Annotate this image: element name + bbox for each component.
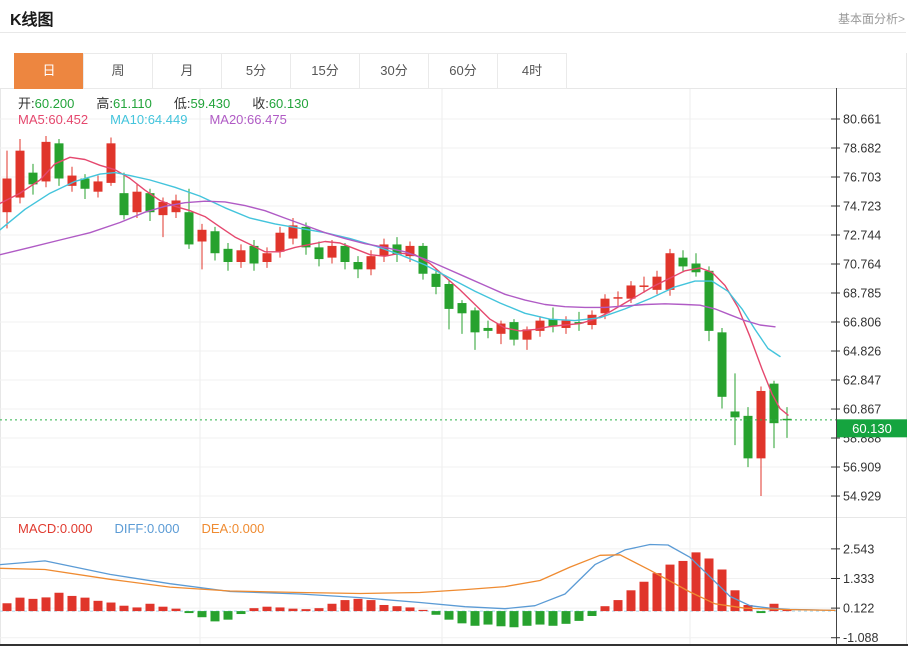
axis-tick-label: 54.929 [843, 490, 881, 504]
macd-item-2: DEA:0.000 [201, 521, 265, 536]
current-price-marker: 60.130 [0, 419, 907, 438]
axis-tick-label: 80.661 [843, 113, 881, 127]
ohlc-item-1: 高:61.110 [96, 96, 152, 111]
current-price-value: 60.130 [852, 421, 892, 436]
macd-info-row: MACD:0.000 DIFF:0.000 DEA:0.000 [18, 521, 286, 536]
tab-day[interactable]: 日 [14, 53, 84, 89]
macd-histogram [2, 552, 792, 628]
ohlc-info-row: 开:60.200 高:61.110 低:59.430 收:60.130 [18, 93, 331, 112]
macd-lines [0, 543, 836, 612]
ma-info-row: MA5:60.452 MA10:64.449 MA20:66.475 [18, 112, 309, 127]
tab-4hour[interactable]: 4时 [497, 53, 567, 89]
chart-frame [0, 53, 908, 646]
axis-tick-label: 62.847 [843, 374, 881, 388]
page-title: K线图 [10, 12, 54, 29]
axis-tick-label: 78.682 [843, 141, 881, 155]
axis-tick-label: 72.744 [843, 228, 881, 242]
timeframe-tabs: 日周月 5分 15分 30分 60分 4时 [14, 53, 567, 89]
ma-item-0: MA5:60.452 [18, 112, 89, 127]
axis-tick-label: -1.088 [843, 631, 878, 645]
ma-item-1: MA10:64.449 [110, 112, 188, 127]
ohlc-item-2: 低:59.430 [173, 96, 231, 111]
axis-tick-label: 1.333 [843, 572, 874, 586]
tab-15min[interactable]: 15分 [290, 53, 360, 89]
macd-item-0: MACD:0.000 [18, 521, 93, 536]
axis-tick-label: 64.826 [843, 345, 881, 359]
axis-tick-label: 70.764 [843, 258, 881, 272]
ma-lines [0, 156, 789, 416]
axis-tick-label: 2.543 [843, 542, 874, 556]
tab-month[interactable]: 月 [152, 53, 222, 89]
axis-tick-label: 60.867 [843, 403, 881, 417]
axis-tick-label: 66.806 [843, 316, 881, 330]
macd-item-1: DIFF:0.000 [114, 521, 180, 536]
tab-30min[interactable]: 30分 [359, 53, 429, 89]
tab-60min[interactable]: 60分 [428, 53, 498, 89]
tab-week[interactable]: 周 [83, 53, 153, 89]
fundamental-analysis-link[interactable]: 基本面分析> [837, 12, 905, 26]
axis-tick-label: 74.723 [843, 200, 881, 214]
ohlc-item-3: 收:60.130 [252, 96, 309, 111]
current-price-badge [837, 419, 907, 438]
axis-tick-label: 76.703 [843, 170, 881, 184]
axis-tick-label: 56.909 [843, 461, 881, 475]
header-divider [0, 32, 906, 33]
ma-item-2: MA20:66.475 [209, 112, 287, 127]
axis-tick-label: 0.122 [843, 602, 874, 616]
ohlc-item-0: 开:60.200 [18, 96, 75, 111]
price-axis: 80.661 78.682 76.703 74.723 72.744 70.764 68.7… [831, 88, 881, 645]
tab-5min[interactable]: 5分 [221, 53, 291, 89]
candles [2, 136, 792, 497]
axis-tick-label: 68.785 [843, 287, 881, 301]
